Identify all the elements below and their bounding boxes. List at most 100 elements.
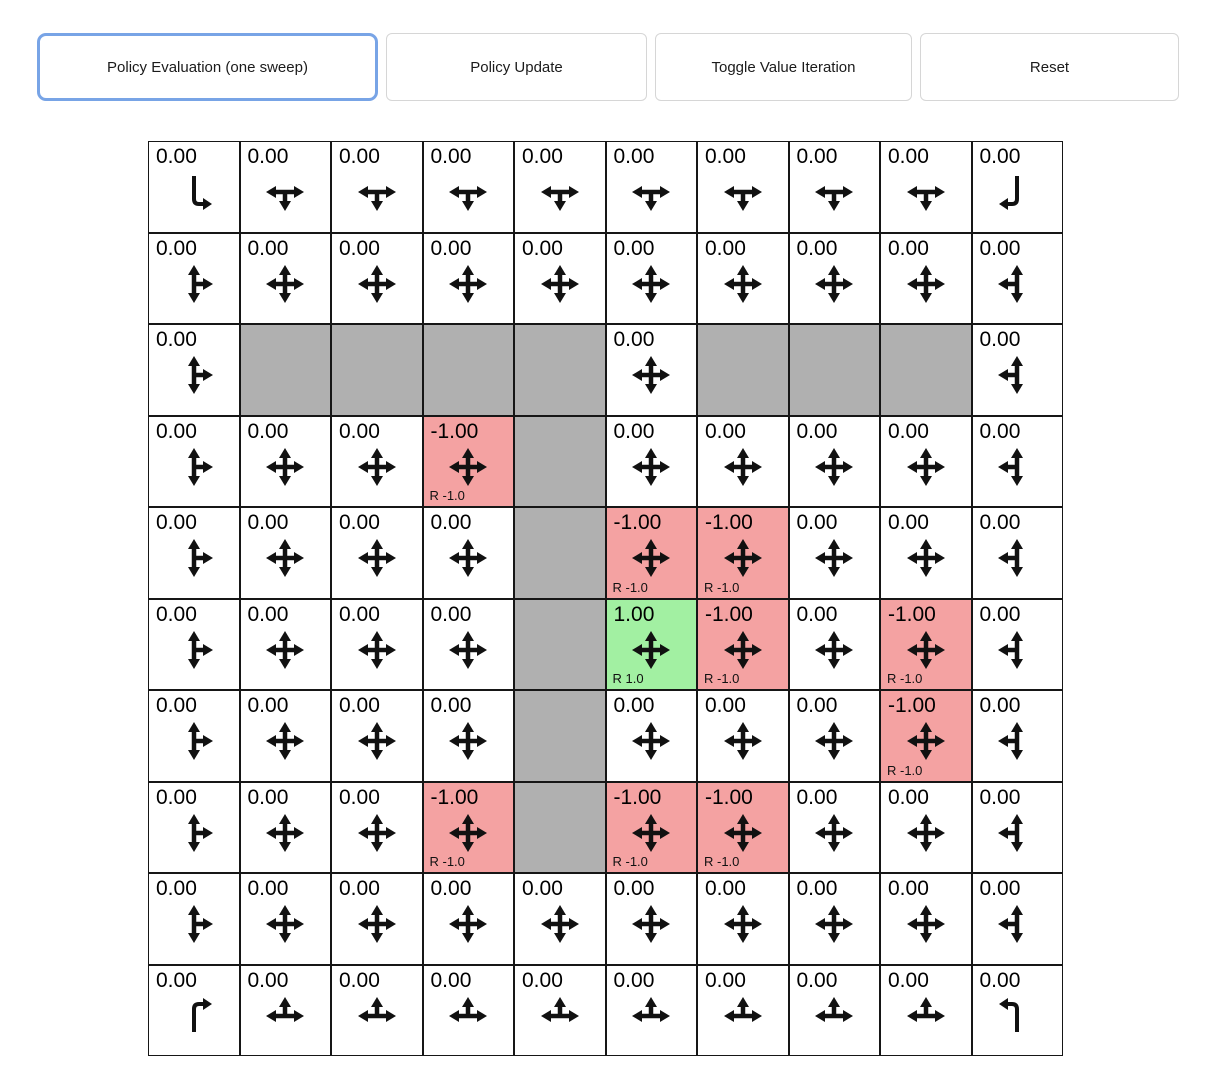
grid-cell-wall[interactable] [514,507,606,599]
grid-cell[interactable]: 0.00 [239,781,331,873]
grid-cell[interactable]: 0.00 [331,232,423,324]
grid-cell[interactable]: 0.00 [697,690,789,782]
grid-cell[interactable]: 0.00 [971,232,1063,324]
grid-cell[interactable]: 0.00 [331,964,423,1056]
grid-cell[interactable]: 0.00 [239,598,331,690]
grid-cell-wall[interactable] [788,324,880,416]
grid-cell[interactable]: 0.00 [971,781,1063,873]
grid-cell[interactable]: 0.00 [331,873,423,965]
reset-button[interactable]: Reset [920,33,1179,101]
grid-cell[interactable]: 0.00 [971,324,1063,416]
grid-cell[interactable]: 0.00 [331,141,423,233]
grid-cell[interactable]: 0.00 [788,507,880,599]
grid-cell[interactable]: 0.00 [697,232,789,324]
grid-cell[interactable]: 0.00 [239,415,331,507]
grid-cell[interactable]: -1.00 R -1.0 [697,598,789,690]
grid-cell[interactable]: -1.00 R -1.0 [880,690,972,782]
grid-cell-wall[interactable] [422,324,514,416]
grid-cell[interactable]: 0.00 [239,141,331,233]
grid-cell[interactable]: 0.00 [148,873,240,965]
grid-cell[interactable]: -1.00 R -1.0 [422,415,514,507]
grid-cell[interactable]: 0.00 [605,141,697,233]
grid-cell[interactable]: 0.00 [239,873,331,965]
grid-cell[interactable]: -1.00 R -1.0 [880,598,972,690]
grid-cell[interactable]: 0.00 [605,232,697,324]
grid-cell[interactable]: 0.00 [697,964,789,1056]
grid-cell[interactable]: 0.00 [422,873,514,965]
grid-cell[interactable]: 0.00 [239,690,331,782]
grid-cell[interactable]: 0.00 [971,598,1063,690]
policy-evaluation-button[interactable]: Policy Evaluation (one sweep) [37,33,378,101]
grid-cell[interactable]: 0.00 [422,598,514,690]
grid-cell[interactable]: 0.00 [605,690,697,782]
grid-cell[interactable]: 0.00 [331,781,423,873]
grid-cell[interactable]: 0.00 [788,964,880,1056]
grid-cell[interactable]: 0.00 [788,232,880,324]
grid-cell[interactable]: 0.00 [788,690,880,782]
grid-cell[interactable]: 0.00 [148,507,240,599]
grid-cell[interactable]: 0.00 [697,415,789,507]
toggle-value-iteration-button[interactable]: Toggle Value Iteration [655,33,912,101]
grid-cell-wall[interactable] [697,324,789,416]
grid-cell[interactable]: 0.00 [880,141,972,233]
grid-cell[interactable]: 0.00 [697,873,789,965]
grid-cell[interactable]: 0.00 [239,232,331,324]
grid-cell-wall[interactable] [514,690,606,782]
grid-cell[interactable]: 0.00 [971,141,1063,233]
grid-cell[interactable]: -1.00 R -1.0 [605,507,697,599]
grid-cell-wall[interactable] [514,415,606,507]
grid-cell[interactable]: 0.00 [422,141,514,233]
grid-cell[interactable]: 0.00 [148,598,240,690]
grid-cell[interactable]: 0.00 [514,873,606,965]
grid-cell[interactable]: 0.00 [422,964,514,1056]
grid-cell[interactable]: 0.00 [331,598,423,690]
grid-cell[interactable]: 0.00 [971,964,1063,1056]
grid-cell[interactable]: 0.00 [148,690,240,782]
grid-cell[interactable]: 0.00 [331,415,423,507]
grid-cell[interactable]: 1.00 R 1.0 [605,598,697,690]
grid-cell[interactable]: 0.00 [880,964,972,1056]
grid-cell[interactable]: -1.00 R -1.0 [422,781,514,873]
grid-cell[interactable]: 0.00 [880,232,972,324]
grid-cell[interactable]: 0.00 [697,141,789,233]
grid-cell[interactable]: -1.00 R -1.0 [605,781,697,873]
grid-cell[interactable]: 0.00 [422,507,514,599]
grid-cell[interactable]: 0.00 [788,141,880,233]
grid-cell[interactable]: 0.00 [880,873,972,965]
grid-cell-wall[interactable] [331,324,423,416]
grid-cell-wall[interactable] [239,324,331,416]
grid-cell[interactable]: 0.00 [422,232,514,324]
grid-cell[interactable]: 0.00 [971,873,1063,965]
grid-cell[interactable]: -1.00 R -1.0 [697,781,789,873]
grid-cell[interactable]: 0.00 [514,141,606,233]
grid-cell[interactable]: 0.00 [239,507,331,599]
grid-cell-wall[interactable] [514,598,606,690]
grid-cell[interactable]: 0.00 [239,964,331,1056]
grid-cell[interactable]: 0.00 [788,781,880,873]
grid-cell[interactable]: 0.00 [331,690,423,782]
grid-cell[interactable]: 0.00 [148,781,240,873]
grid-cell[interactable]: 0.00 [422,690,514,782]
grid-cell[interactable]: 0.00 [605,873,697,965]
grid-cell-wall[interactable] [880,324,972,416]
grid-cell[interactable]: 0.00 [880,781,972,873]
grid-cell[interactable]: 0.00 [148,232,240,324]
grid-cell[interactable]: 0.00 [880,507,972,599]
grid-cell[interactable]: 0.00 [971,415,1063,507]
grid-cell[interactable]: 0.00 [331,507,423,599]
grid-cell[interactable]: 0.00 [605,964,697,1056]
grid-cell[interactable]: 0.00 [148,324,240,416]
grid-cell[interactable]: 0.00 [788,873,880,965]
grid-cell[interactable]: 0.00 [148,415,240,507]
policy-update-button[interactable]: Policy Update [386,33,647,101]
grid-cell[interactable]: 0.00 [971,507,1063,599]
grid-cell-wall[interactable] [514,781,606,873]
grid-cell[interactable]: 0.00 [788,598,880,690]
grid-cell[interactable]: 0.00 [514,964,606,1056]
grid-cell[interactable]: 0.00 [605,415,697,507]
grid-cell[interactable]: 0.00 [880,415,972,507]
grid-cell[interactable]: 0.00 [148,964,240,1056]
grid-cell[interactable]: 0.00 [605,324,697,416]
grid-cell[interactable]: 0.00 [514,232,606,324]
grid-cell[interactable]: 0.00 [788,415,880,507]
